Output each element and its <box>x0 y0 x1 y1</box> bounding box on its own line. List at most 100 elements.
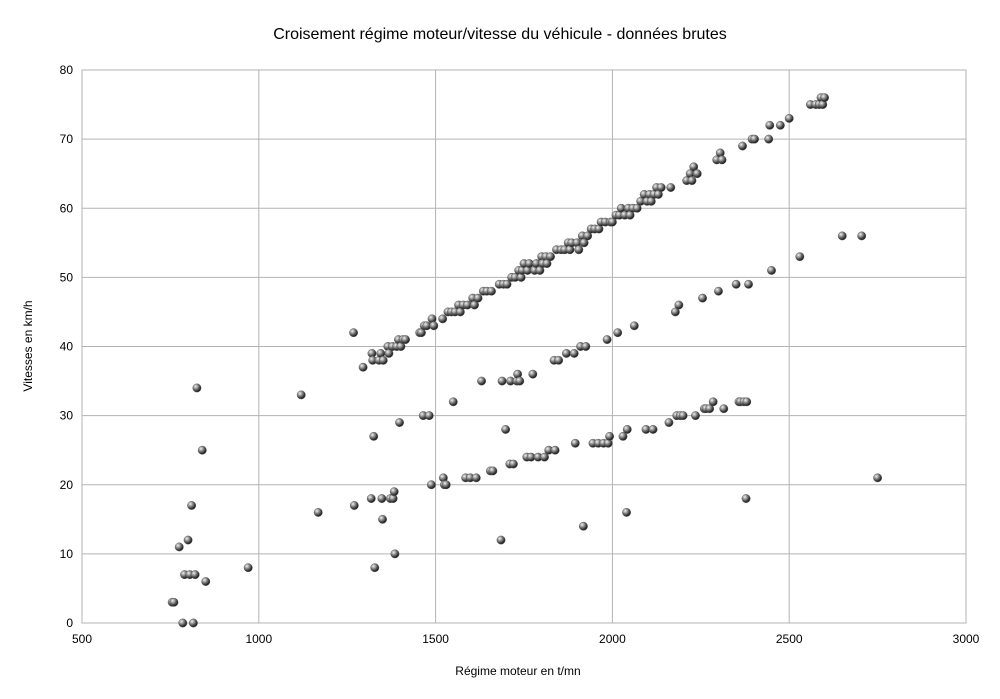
data-point <box>174 542 184 552</box>
data-point <box>448 397 458 407</box>
data-point <box>622 425 632 434</box>
data-point <box>742 397 752 407</box>
data-point <box>438 314 448 324</box>
data-point <box>692 169 702 179</box>
y-tick-label: 10 <box>60 547 74 561</box>
data-point <box>873 473 882 483</box>
data-point <box>691 411 700 421</box>
data-point <box>546 252 555 262</box>
data-point <box>837 231 847 241</box>
data-point <box>187 501 197 510</box>
data-point <box>622 508 631 517</box>
x-tick-label: 500 <box>72 632 92 646</box>
data-point <box>583 231 593 241</box>
data-point <box>470 300 479 310</box>
data-point <box>581 342 591 351</box>
plot-frame <box>81 69 967 624</box>
y-tick-label: 80 <box>60 63 74 77</box>
y-tick-labels: 0 10 20 30 40 50 60 70 80 <box>60 63 74 630</box>
data-point <box>698 293 707 303</box>
data-point <box>857 231 867 241</box>
data-point <box>366 494 376 503</box>
data-point <box>744 279 753 289</box>
data-point <box>192 383 202 393</box>
x-axis-label: Régime moteur en t/mn <box>455 664 580 678</box>
y-tick-label: 20 <box>60 478 74 492</box>
data-points <box>167 93 882 628</box>
data-point <box>714 286 723 296</box>
data-point <box>767 266 776 275</box>
data-point <box>795 252 805 262</box>
data-point <box>313 508 323 517</box>
y-tick-label: 50 <box>60 270 74 284</box>
data-point <box>178 618 188 628</box>
data-point <box>674 300 684 310</box>
y-tick-label: 30 <box>60 409 74 423</box>
data-point <box>441 480 451 490</box>
data-point <box>528 369 538 379</box>
y-tick-label: 60 <box>60 201 74 215</box>
data-point <box>613 328 623 338</box>
y-axis-label: Vitesses en km/h <box>21 300 35 391</box>
data-point <box>664 418 674 427</box>
data-point <box>378 355 388 365</box>
x-tick-label: 1000 <box>245 632 272 646</box>
data-point <box>687 176 697 186</box>
data-point <box>608 217 617 227</box>
data-point <box>390 549 400 559</box>
data-point <box>496 535 506 545</box>
data-point <box>488 466 498 476</box>
data-point <box>542 259 552 268</box>
data-point <box>678 411 688 421</box>
data-point <box>738 141 747 151</box>
data-point <box>750 134 759 144</box>
y-tick-label: 70 <box>60 132 74 146</box>
data-point <box>389 487 399 497</box>
data-point <box>296 390 306 400</box>
data-point <box>648 425 658 434</box>
data-point <box>670 307 680 317</box>
data-point <box>629 321 639 331</box>
data-point <box>820 93 829 103</box>
data-point <box>731 279 741 289</box>
data-point <box>183 535 193 545</box>
data-point <box>424 411 434 421</box>
data-point <box>689 162 699 172</box>
data-point <box>377 494 387 503</box>
data-point <box>570 438 580 448</box>
data-point <box>473 293 483 303</box>
x-tick-label: 1500 <box>422 632 449 646</box>
data-point <box>426 480 436 490</box>
x-tick-labels: 500 1000 1500 2000 2500 3000 <box>72 632 980 646</box>
data-point <box>550 445 560 455</box>
data-point <box>632 203 642 213</box>
x-tick-label: 3000 <box>953 632 980 646</box>
data-point <box>370 563 380 573</box>
data-point <box>717 155 727 165</box>
y-tick-label: 0 <box>66 616 73 630</box>
grid-layer <box>81 69 967 624</box>
data-point <box>201 577 211 586</box>
data-point <box>775 120 785 130</box>
data-point <box>188 618 198 628</box>
data-point <box>471 473 481 483</box>
data-point <box>349 501 359 510</box>
data-point <box>602 335 612 344</box>
chart-title: Croisement régime moteur/vitesse du véhi… <box>273 26 727 43</box>
x-tick-label: 2500 <box>776 632 803 646</box>
data-point <box>574 245 584 255</box>
data-point <box>708 397 718 407</box>
data-point <box>656 183 666 192</box>
data-point <box>618 431 628 441</box>
data-point <box>349 328 358 338</box>
data-point <box>508 459 518 469</box>
data-point <box>554 355 564 365</box>
data-point <box>515 376 525 386</box>
data-point <box>579 238 589 248</box>
data-point <box>429 321 439 331</box>
x-tick-label: 2000 <box>599 632 626 646</box>
data-point <box>169 597 179 607</box>
data-point <box>384 349 394 358</box>
data-point <box>579 521 588 531</box>
